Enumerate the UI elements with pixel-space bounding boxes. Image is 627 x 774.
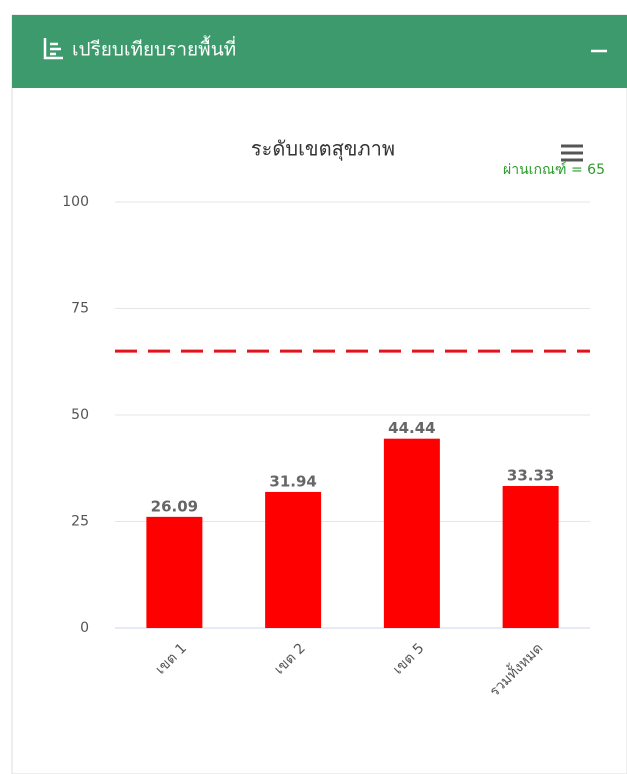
chart-title: ระดับเขตสุขภาพ	[251, 137, 395, 162]
threshold-label: ผ่านเกณฑ์ = 65	[503, 161, 605, 178]
y-tick-label: 75	[71, 301, 89, 317]
bar	[383, 438, 440, 628]
y-tick-label: 50	[71, 407, 89, 423]
value-label: 31.94	[269, 472, 316, 490]
bar	[146, 516, 203, 628]
value-label: 26.09	[151, 497, 198, 515]
bar	[265, 491, 322, 628]
panel	[11, 14, 627, 774]
panel-header	[12, 15, 627, 88]
menu-button[interactable]	[561, 144, 583, 162]
chart-icon	[43, 38, 63, 60]
value-label: 44.44	[388, 419, 435, 437]
value-label: 33.33	[507, 467, 554, 485]
panel-title: เปรียบเทียบรายพื้นที่	[72, 36, 236, 61]
bar	[502, 486, 559, 628]
y-tick-label: 0	[80, 620, 89, 636]
y-tick-label: 100	[62, 194, 89, 210]
y-tick-label: 25	[71, 514, 89, 530]
